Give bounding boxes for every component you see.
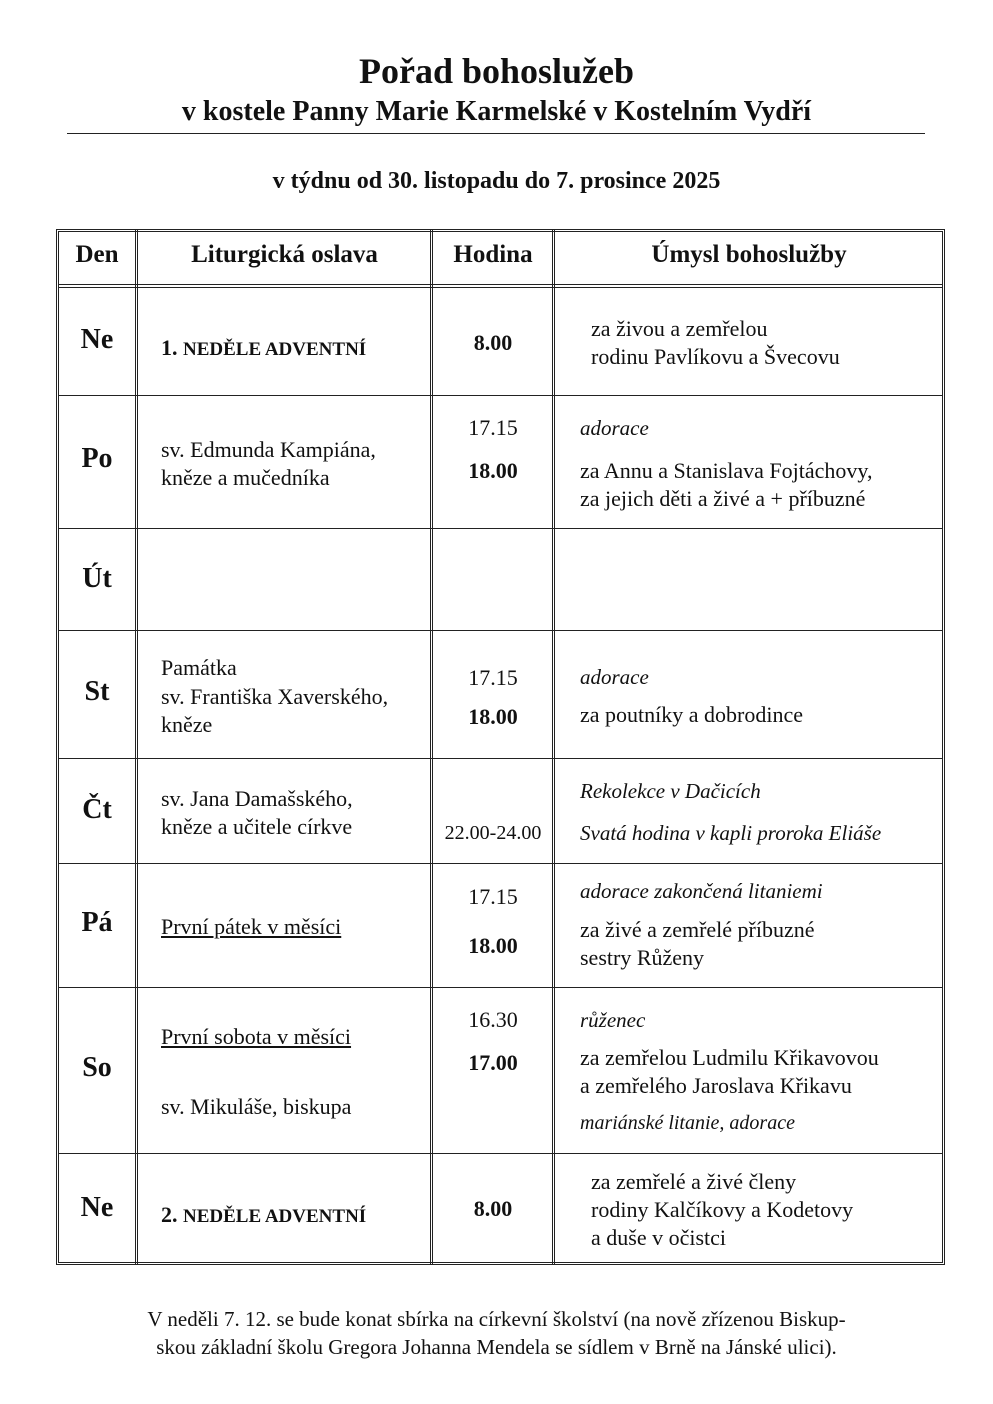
time-cell: 8.00	[473, 1196, 513, 1221]
row-divider	[58, 758, 943, 759]
celebration-line: sv. Františka Xaverského,	[161, 684, 389, 709]
intention-line: za zemřelou Ludmilu Křikavovou	[580, 1045, 879, 1070]
celebration-number: 2.	[161, 1202, 178, 1227]
intention-line: a zemřelého Jaroslava Křikavu	[580, 1073, 852, 1098]
intention-line: za zemřelé a živé členy	[591, 1169, 797, 1194]
day-cell: Ne	[80, 324, 114, 355]
column-header-day: Den	[75, 241, 119, 268]
intention-line: za živou a zemřelou	[591, 316, 768, 341]
schedule-table	[56, 229, 945, 1265]
time-cell: 22.00-24.00	[444, 822, 542, 844]
column-header-time: Hodina	[453, 241, 533, 268]
page-title: Pořad bohoslužeb	[358, 51, 635, 91]
time-cell: 8.00	[473, 330, 513, 355]
footer-note-line: V neděli 7. 12. se bude konat sbírka na …	[147, 1307, 846, 1331]
page-subtitle: v kostele Panny Marie Karmelské v Kostel…	[181, 96, 812, 127]
intention-line: za jejich děti a živé a + příbuzné	[580, 486, 866, 511]
week-range: v týdnu od 30. listopadu do 7. prosince …	[272, 168, 721, 194]
column-divider	[552, 229, 555, 1265]
footer-note-line: skou základní školu Gregora Johanna Mend…	[156, 1335, 837, 1359]
intention-line: adorace zakončená litaniemi	[580, 879, 823, 903]
celebration-line: sv. Edmunda Kampiána,	[161, 437, 376, 462]
time-cell: 17.15	[468, 884, 518, 909]
intention-line: za Annu a Stanislava Fojtáchovy,	[580, 458, 873, 483]
intention-line: adorace	[580, 416, 649, 440]
celebration-line: kněze a mučedníka	[161, 465, 330, 490]
time-cell: 17.15	[468, 665, 518, 690]
day-cell: Pá	[81, 907, 113, 938]
intention-line: adorace	[580, 665, 649, 689]
celebration-line: První pátek v měsíci	[161, 914, 342, 939]
row-divider	[58, 528, 943, 529]
intention-line: za poutníky a dobrodince	[580, 702, 803, 727]
column-divider	[430, 229, 433, 1265]
day-cell: Po	[81, 443, 113, 474]
celebration-cell: 1. NEDĚLE ADVENTNÍ	[161, 335, 366, 361]
celebration-name: NEDĚLE ADVENTNÍ	[183, 1206, 367, 1227]
day-cell: Čt	[82, 794, 112, 825]
intention-line: rodinu Pavlíkovu a Švecovu	[591, 344, 840, 369]
time-cell: 16.30	[468, 1007, 518, 1032]
celebration-name: NEDĚLE ADVENTNÍ	[183, 339, 367, 360]
intention-line: Svatá hodina v kapli proroka Eliáše	[580, 821, 882, 845]
day-cell: Ne	[80, 1192, 114, 1223]
celebration-line: kněze	[161, 712, 213, 737]
celebration-cell: 2. NEDĚLE ADVENTNÍ	[161, 1202, 366, 1228]
intention-line: růženec	[580, 1008, 646, 1032]
intention-line: a duše v očistci	[591, 1225, 727, 1250]
day-cell: Út	[82, 563, 112, 594]
time-cell: 17.00	[468, 1050, 518, 1075]
row-divider	[58, 987, 943, 988]
celebration-number: 1.	[161, 335, 178, 360]
time-cell: 18.00	[468, 933, 518, 958]
intention-line: Rekolekce v Dačicích	[580, 779, 761, 803]
row-divider	[58, 630, 943, 631]
column-header-celebration: Liturgická oslava	[191, 241, 378, 268]
column-divider	[135, 229, 138, 1265]
day-cell: St	[84, 676, 110, 707]
celebration-line: Památka	[161, 655, 237, 680]
intention-line: sestry Růženy	[580, 945, 705, 970]
intention-line: mariánské litanie, adorace	[580, 1112, 795, 1134]
day-cell: So	[82, 1052, 112, 1083]
celebration-line: sv. Mikuláše, biskupa	[161, 1094, 352, 1119]
time-cell: 17.15	[468, 415, 518, 440]
intention-line: rodiny Kalčíkovy a Kodetovy	[591, 1197, 854, 1222]
divider	[67, 133, 925, 134]
celebration-line: sv. Jana Damašského,	[161, 786, 353, 811]
celebration-line: kněze a učitele církve	[161, 814, 353, 839]
row-divider	[58, 863, 943, 864]
row-divider	[58, 1153, 943, 1154]
column-header-intention: Úmysl bohoslužby	[651, 241, 847, 268]
time-cell: 18.00	[468, 458, 518, 483]
celebration-line: První sobota v měsíci	[161, 1024, 352, 1049]
header-divider	[58, 284, 943, 288]
intention-line: za živé a zemřelé příbuzné	[580, 917, 815, 942]
time-cell: 18.00	[468, 704, 518, 729]
row-divider	[58, 395, 943, 396]
